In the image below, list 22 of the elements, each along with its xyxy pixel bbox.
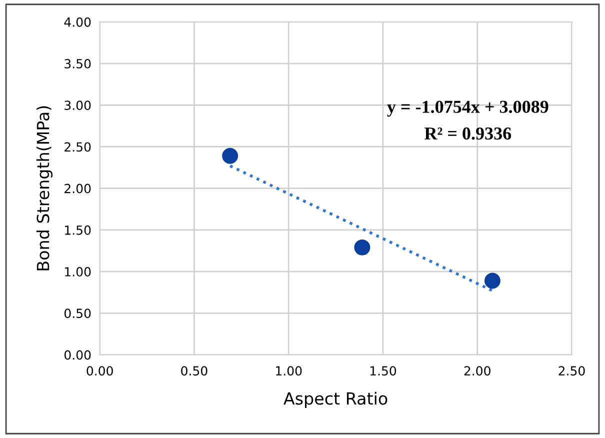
y-tick-label: 4.00 [64,17,91,27]
y-tick-label: 0.00 [64,350,91,360]
annotation: y = -1.0754x + 3.0089 [387,100,548,117]
point [222,148,238,164]
y-tick-label: 2.50 [64,142,91,152]
annotation: R² = 0.9336 [424,127,512,140]
y-tick-label: 0.50 [64,308,91,318]
y-tick-label: 2.00 [64,184,91,194]
x-tick-label: 0.50 [181,366,208,376]
x-tick-label: 1.00 [276,366,302,376]
x-tick-label: 0.00 [86,366,113,376]
y-tick-label: 3.00 [64,100,91,110]
y-tick-label: 3.50 [64,58,91,68]
x-tick-label: 2.50 [558,366,585,376]
x-tick-label: 2.00 [464,366,490,376]
y-tick-label: 1.00 [65,267,91,276]
point [354,239,370,256]
point [484,272,500,289]
y-axis-title: Bond Strength(MPa) [36,106,53,270]
x-axis-title: Aspect Ratio [284,392,388,408]
y-tick-label: 1.50 [65,225,91,235]
x-tick-label: 1.50 [370,366,396,376]
